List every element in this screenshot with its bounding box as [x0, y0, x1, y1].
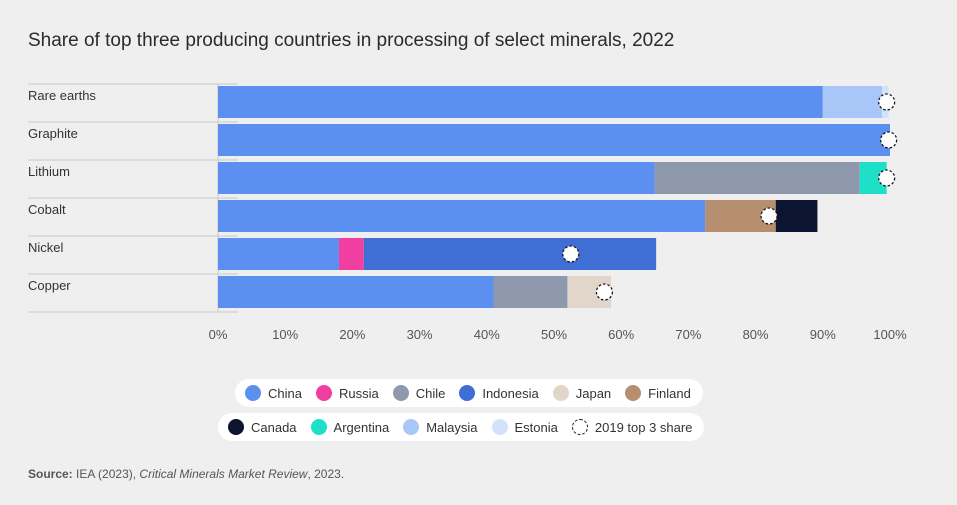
x-tick-label: 90% — [810, 327, 836, 342]
x-tick-label: 10% — [272, 327, 298, 342]
legend-item-malaysia: Malaysia — [403, 419, 478, 435]
marker-2019-lithium — [877, 169, 896, 187]
bar-segment-graphite-china — [218, 124, 890, 156]
legend-label: Russia — [338, 385, 379, 401]
legend-item-estonia: Estonia — [491, 419, 558, 435]
marker-2019-rare-earths — [877, 93, 896, 111]
source-text-after: , 2023. — [307, 467, 345, 481]
legend-item-2019-top-3-share: 2019 top 3 share — [571, 419, 693, 435]
bar-segment-rare-earths-china — [218, 86, 823, 118]
bar-chart: Rare earths Graphite Lithium Cobalt Nickel Co… — [28, 83, 907, 342]
bar-segment-cobalt-canada — [775, 200, 818, 232]
color-swatch — [228, 419, 244, 435]
source-text-before: IEA (2023), — [76, 467, 137, 481]
marker-2019-graphite — [880, 131, 898, 149]
bar-segment-cobalt-china — [218, 200, 706, 232]
x-tick-label: 50% — [541, 327, 567, 342]
bar-segment-lithium-china — [218, 162, 655, 194]
legend-item-argentina: Argentina — [310, 419, 390, 435]
chart-title: Share of top three producing countries i… — [28, 30, 675, 51]
source-publication: Critical Minerals Market Review — [139, 467, 308, 481]
color-swatch — [625, 385, 642, 401]
legend-label: Estonia — [514, 419, 558, 435]
legend-label: Malaysia — [426, 419, 478, 435]
legend-label: Canada — [251, 419, 297, 435]
category-label-nickel: Nickel — [28, 240, 64, 255]
x-tick-label: 40% — [474, 327, 500, 342]
legend-label: Japan — [575, 385, 612, 401]
category-label-rare-earths: Rare earths — [28, 88, 96, 103]
x-tick-label: 80% — [743, 327, 769, 342]
bar-segment-rare-earths-malaysia — [822, 86, 882, 118]
source-note: Source: IEA (2023), Critical Minerals Ma… — [28, 467, 344, 481]
x-tick-label: 100% — [873, 327, 907, 342]
color-swatch — [491, 419, 508, 435]
bar-segment-lithium-chile — [654, 162, 860, 194]
legend-label: Argentina — [333, 419, 390, 435]
legend-row-2: Canada Argentina Malaysia Estonia 2019 top 3… — [218, 413, 705, 441]
bar-segment-nickel-indonesia — [363, 238, 657, 270]
category-label-lithium: Lithium — [28, 164, 70, 179]
legend-label: 2019 top 3 share — [594, 419, 693, 435]
legend-item-canada: Canada — [228, 419, 297, 435]
legend-row-1: China Russia Chile Indonesia Japan Finland — [235, 379, 703, 407]
legend-label: Chile — [415, 385, 446, 401]
color-swatch — [552, 385, 569, 401]
legend-label: Indonesia — [482, 385, 539, 401]
color-swatch — [310, 419, 327, 435]
legend-label: China — [268, 385, 302, 401]
x-tick-label: 60% — [608, 327, 634, 342]
legend-item-russia: Russia — [315, 385, 379, 401]
category-label-cobalt: Cobalt — [28, 202, 66, 217]
bar-segment-copper-china — [218, 276, 494, 308]
bar-segment-copper-chile — [493, 276, 568, 308]
color-swatch — [315, 385, 332, 401]
color-swatch — [392, 385, 409, 401]
category-label-copper: Copper — [28, 278, 71, 293]
legend-item-china: China — [245, 385, 302, 401]
color-swatch — [245, 385, 261, 401]
marker-2019-cobalt — [760, 207, 778, 225]
legend-label: Finland — [648, 385, 691, 401]
legend-item-japan: Japan — [552, 385, 612, 401]
bar-segment-nickel-russia — [338, 238, 364, 270]
legend-item-chile: Chile — [392, 385, 446, 401]
marker-2019-copper — [595, 283, 614, 301]
x-tick-label: 20% — [339, 327, 365, 342]
color-swatch — [459, 385, 476, 401]
x-tick-label: 70% — [675, 327, 701, 342]
legend-item-finland: Finland — [625, 385, 691, 401]
category-label-graphite: Graphite — [28, 126, 78, 141]
marker-2019-nickel — [562, 245, 580, 263]
color-swatch — [403, 419, 420, 435]
source-label: Source: — [28, 467, 73, 481]
legend-item-indonesia: Indonesia — [459, 385, 539, 401]
marker-swatch — [571, 419, 588, 435]
x-tick-label: 30% — [407, 327, 433, 342]
x-tick-label: 0% — [209, 327, 228, 342]
bar-segment-nickel-china — [218, 238, 339, 270]
